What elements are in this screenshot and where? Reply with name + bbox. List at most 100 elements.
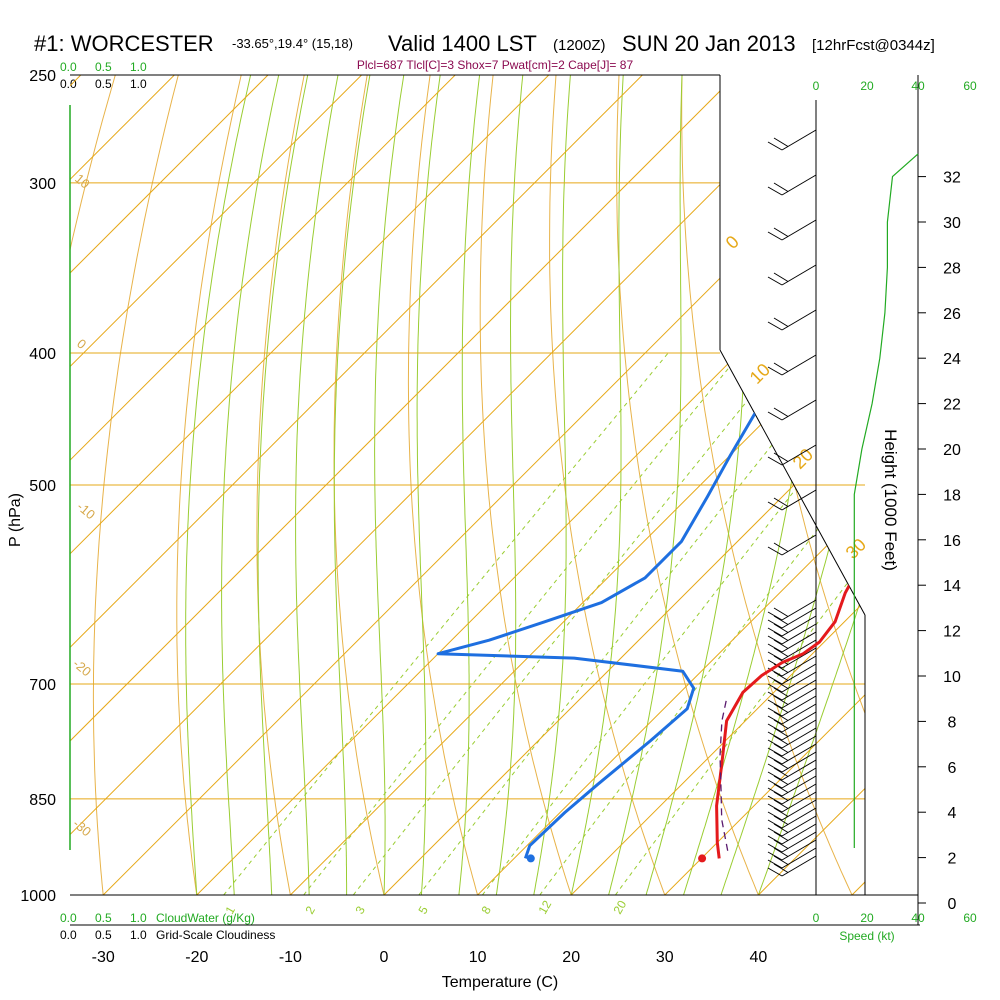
wind-barb-flag: [767, 691, 783, 701]
height-profile: [853, 153, 919, 848]
temperature-tick-label: 30: [656, 949, 674, 966]
wind-barb-flag: [773, 791, 789, 801]
dry-adiabat-line: [806, 75, 865, 895]
wind-barb-flag: [767, 411, 783, 421]
moist-adiabats: [185, 75, 865, 895]
wind-barb: [781, 839, 817, 861]
height-tick-label: 16: [943, 533, 961, 550]
wind-barb-flag: [773, 623, 789, 633]
wind-barb-flag: [773, 655, 789, 665]
wind-barb-flag: [767, 501, 783, 511]
wind-barb: [781, 399, 817, 421]
wind-barb-flag: [767, 803, 783, 813]
isotherm-line: [822, 75, 865, 895]
wind-barb-flag: [767, 731, 783, 741]
wind-barb-flag: [767, 456, 783, 466]
pressure-tick-label: 500: [29, 478, 56, 495]
temperature-tick-label: -10: [279, 949, 302, 966]
isotherms: [0, 51, 865, 924]
height-axis-label: Height (1000 Feet): [881, 429, 900, 571]
pressure-ticks: 250 300 400 500 700 850 1000: [20, 68, 56, 905]
wind-barb-flag: [767, 635, 783, 645]
dry-adiabat-line: [70, 75, 123, 895]
wind-barb-flag: [773, 647, 789, 657]
wind-barb-flag: [773, 863, 789, 873]
wind-barb: [781, 671, 817, 693]
isotherm-line: [70, 75, 293, 895]
speed-tick-label: 60: [963, 79, 977, 93]
wind-barb: [781, 847, 817, 869]
pressure-tick-label: 300: [29, 176, 56, 193]
temperature-profile-line: [715, 93, 865, 859]
wind-barb-flag: [767, 186, 783, 196]
parcel-profile-line: [719, 700, 729, 851]
wind-barb-flag: [767, 843, 783, 853]
cloud-scale-top: 0.0 0.5 1.0 0.0 0.5 1.0: [60, 60, 147, 91]
wind-barb: [781, 727, 817, 749]
wind-barb-flag: [767, 699, 783, 709]
wind-barb-flag: [767, 795, 783, 805]
isotherm-line: [0, 51, 11, 924]
wind-barb: [781, 775, 817, 797]
wind-barb-flag: [767, 715, 783, 725]
wind-barb-flag: [767, 659, 783, 669]
wind-barb-flag: [773, 743, 789, 753]
wind-barb: [781, 783, 817, 805]
height-tick-label: 28: [943, 260, 961, 277]
speed-label: Speed (kt): [839, 929, 894, 943]
cloudwater-tick: 1.0: [130, 60, 147, 74]
wind-barb-flag: [773, 767, 789, 777]
speed-tick-label: 0: [813, 911, 820, 925]
wind-barb-flag: [767, 763, 783, 773]
isotherm-line: [70, 75, 480, 895]
plot-frame: [70, 74, 920, 926]
wind-barb-flag: [767, 707, 783, 717]
moist-adiabat-line: [257, 75, 314, 895]
wind-barb: [781, 309, 817, 331]
dry-adiabat-line: [333, 75, 392, 895]
moist-adiabat-line: [645, 75, 749, 895]
wind-barb-flag: [773, 452, 789, 462]
cloudiness-tick: 0.0: [60, 77, 77, 91]
wind-barb-flag: [767, 643, 783, 653]
wind-barb-flag: [767, 747, 783, 757]
wind-barb-flag: [773, 823, 789, 833]
cloudwater-label: CloudWater (g/Kg): [156, 911, 255, 925]
temperature-tick-label: 10: [469, 949, 487, 966]
wind-barb-flag: [773, 799, 789, 809]
wind-barb-flag: [773, 727, 789, 737]
dry-adiabat-line: [256, 75, 310, 895]
wind-barb-flag: [773, 607, 789, 617]
wind-barb-flag: [767, 231, 783, 241]
height-tick-label: 32: [943, 170, 961, 187]
sounding-profiles: [436, 93, 865, 859]
wind-barb: [781, 623, 817, 645]
wind-barb: [781, 791, 817, 813]
station-coords: -33.65°,19.4° (15,18): [232, 36, 353, 51]
y-axis-label: P (hPa): [7, 493, 24, 547]
wind-barb-flag: [773, 272, 789, 282]
dewpoint-profile-line: [436, 102, 865, 859]
height-tick-label: 6: [948, 760, 957, 777]
moist-adiabat-line: [570, 75, 626, 895]
wind-barb-flag: [773, 783, 789, 793]
wind-barb-flag: [773, 775, 789, 785]
mixing-ratio-label: 5: [415, 903, 431, 916]
isotherm-line: [448, 75, 865, 895]
wind-barb-flag: [773, 839, 789, 849]
wind-barb-flag: [773, 317, 789, 327]
dry-adiabat-label: -20: [70, 656, 94, 680]
moist-adiabat-line: [533, 75, 573, 895]
temperature-tick-label: 20: [562, 949, 580, 966]
wind-barb: [781, 264, 817, 286]
wind-barb-flag: [773, 703, 789, 713]
mixing-ratio-line: [303, 352, 742, 895]
height-tick-label: 22: [943, 397, 961, 414]
cloudiness-tick: 1.0: [130, 928, 147, 942]
wind-barb-flag: [773, 847, 789, 857]
cloudwater-tick: 0.5: [95, 911, 112, 925]
wind-barb: [781, 767, 817, 789]
height-tick-label: 10: [943, 669, 961, 686]
x-axis-label: Temperature (C): [442, 974, 558, 991]
